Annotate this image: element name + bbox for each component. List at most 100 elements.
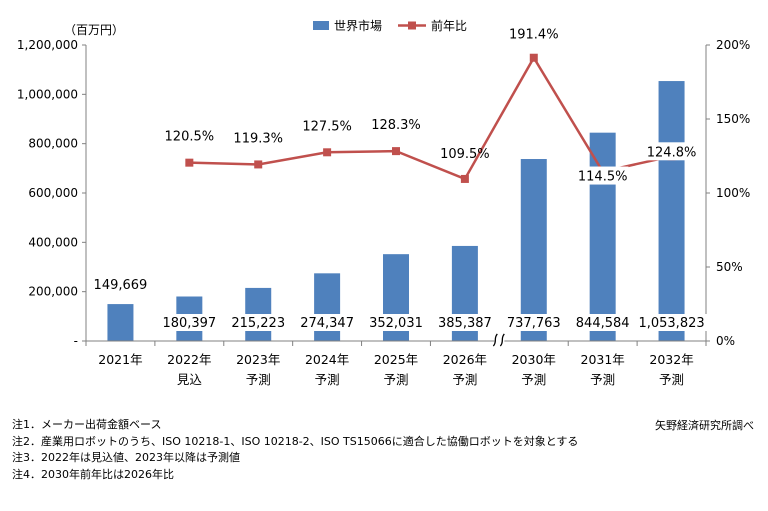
bar-value-label-bg [435,314,495,331]
right-axis-tick-label: 150% [716,112,750,126]
bar-value-label-text: 737,763 [507,316,561,331]
left-axis-unit-label: （百万円） [64,23,124,37]
source-credit: 矢野経済研究所調べ [655,419,754,432]
x-axis-category-label: 2031年 [581,352,625,367]
x-axis-category-label: 2022年 [167,352,211,367]
x-axis-category-sublabel: 予測 [315,372,340,387]
axis-break-stroke [492,333,498,347]
line-value-label: 191.4% [509,28,559,43]
bar-value-label-text: 385,387 [438,316,492,331]
legend-swatch-bars [313,21,329,30]
axis-break-stroke [499,333,505,347]
bar [589,132,616,341]
line-marker [185,158,194,167]
bar [658,81,685,341]
line-value-label-text: 124.8% [647,145,697,160]
legend-label-bars: 世界市場 [334,18,382,33]
line-value-label: 128.3% [371,118,421,133]
line-value-label: 119.3% [233,131,283,146]
note-4: 注4．2030年前年比は2026年比 [12,467,174,481]
x-axis-category-label: 2024年 [305,352,349,367]
axis-break-marker [492,333,505,347]
bar-value-label: 1,053,823 [634,314,709,331]
x-axis-category-label: 2021年 [98,352,142,367]
line-value-label-text: 109.5% [440,147,490,162]
left-axis-tick-label: 400,000 [28,235,78,249]
bar-value-label: 737,763 [504,314,564,331]
legend-swatch-marker [408,21,416,30]
bar-value-label-bg [573,314,633,331]
bar-value-label: 352,031 [366,314,426,331]
left-axis-tick-label: 600,000 [28,186,78,200]
x-axis-category-sublabel: 予測 [590,372,615,387]
bar-value-label-bg [366,314,426,331]
bar-value-label-bg [634,314,709,331]
x-axis-category-sublabel: 予測 [521,372,546,387]
x-axis-category-label: 2025年 [374,352,418,367]
bar-value-label-text: 352,031 [369,316,423,331]
bar-value-label-bg [297,314,357,331]
note-2: 注2．産業用ロボットのうち、ISO 10218-1、ISO 10218-2、IS… [12,434,579,448]
bar-value-label-bg [228,314,288,331]
line-value-label-text: 127.5% [302,119,352,134]
market-chart: （百万円） 世界市場 前年比 - 200,000 400,000 600,000 800,… [17,18,750,387]
left-axis-tick-label: 1,200,000 [17,38,78,52]
x-axis-category-sublabel: 予測 [246,372,271,387]
right-axis-tick-label: 200% [716,38,750,52]
right-axis: 0% 50% 100% 150% 200% [705,38,750,348]
line-value-label-text: 120.5% [165,130,215,145]
bar [107,304,134,341]
legend-label-line: 前年比 [431,18,467,33]
axis-break-gap [494,335,505,347]
line-value-label: 124.8% [645,142,698,161]
x-axis-category-label: 2026年 [443,352,487,367]
bar-value-label-text: 180,397 [162,316,216,331]
line-value-label-text: 191.4% [509,28,559,43]
right-axis-tick-label: 50% [716,260,743,274]
line-marker [323,148,332,157]
bar-value-label-text: 149,669 [94,278,148,293]
bar-value-label-text: 844,584 [576,316,630,331]
line-value-label-text: 119.3% [233,131,283,146]
legend-item-bars: 世界市場 [313,18,382,33]
line-path [189,55,672,181]
line-value-label-text: 128.3% [371,118,421,133]
legend: 世界市場 前年比 [313,18,467,33]
line-value-label: 114.5% [576,166,629,185]
right-axis-tick-label: 100% [716,186,750,200]
line-marker [529,53,538,62]
bar-value-label-text: 215,223 [231,316,285,331]
note-3: 注3．2022年は見込値、2023年以降は予測値 [12,451,240,464]
left-axis-tick-label: 200,000 [28,285,78,299]
x-axis-category-label: 2032年 [649,352,693,367]
line-marker [460,174,469,183]
bar-value-label: 844,584 [573,314,633,331]
line-value-label-bg [645,142,698,161]
x-axis-category-sublabel: 見込 [177,372,203,387]
line-marker [254,160,263,169]
bar [520,159,547,341]
bar-value-label-text: 1,053,823 [638,316,704,331]
bar-value-label: 215,223 [228,314,288,331]
bar-value-label: 180,397 [159,314,219,331]
x-axis-category-label: 2023年 [236,352,280,367]
bar-value-label-bg [159,314,219,331]
line-value-label: 109.5% [440,147,490,162]
left-axis: - 200,000 400,000 600,000 800,000 1,000,000 1,… [17,38,87,348]
line-value-label: 120.5% [165,130,215,145]
x-axis-category-sublabel: 予測 [383,372,408,387]
notes: 注1．メーカー出荷金額ベース 注2．産業用ロボットのうち、ISO 10218-1… [12,417,578,483]
left-axis-tick-label: - [74,334,78,348]
x-axis-category-sublabel: 予測 [452,372,477,387]
bar-value-label: 385,387 [435,314,495,331]
line-value-label-bg [576,166,629,185]
line-value-label: 127.5% [302,119,352,134]
note-1: 注1．メーカー出荷金額ベース [12,418,162,431]
bar-value-labels: 149,669 180,397 215,223 274,347 352,031 385,3… [94,278,709,331]
legend-item-line: 前年比 [398,18,467,33]
line-value-label-text: 114.5% [578,170,628,185]
bar-value-label-text: 274,347 [300,316,354,331]
bar-value-label: 274,347 [297,314,357,331]
x-axis-category-label: 2030年 [512,352,556,367]
